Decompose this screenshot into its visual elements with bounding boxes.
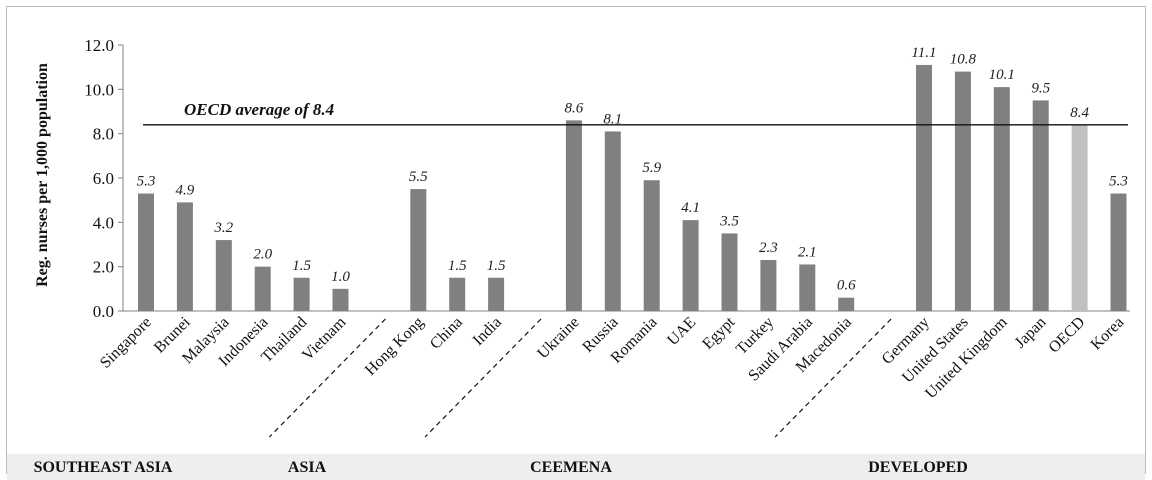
bar-value-label: 5.3: [1109, 174, 1128, 190]
bar: [215, 240, 232, 311]
bar-value-label: 0.6: [837, 278, 856, 294]
group-separator-line: [424, 318, 542, 438]
y-tick-label: 8.0: [93, 125, 114, 144]
bar-value-label: 1.5: [448, 258, 467, 274]
y-tick-label: 4.0: [93, 213, 114, 232]
bar-value-label: 2.3: [759, 240, 778, 256]
bar-value-label: 8.4: [1070, 105, 1089, 121]
bar-value-label: 4.9: [176, 182, 195, 198]
region-label-developed: DEVELOPED: [868, 459, 968, 476]
bar: [604, 131, 621, 311]
bar-value-label: 3.2: [213, 220, 233, 236]
category-label: Vietnam: [299, 313, 350, 364]
bar: [721, 233, 738, 311]
group-separator-line: [774, 318, 892, 438]
bar: [954, 71, 971, 311]
bar: [799, 264, 816, 311]
bar-value-label: 4.1: [681, 200, 700, 216]
category-label: India: [470, 314, 505, 349]
region-label-ceemena: CEEMENA: [530, 459, 612, 476]
bar-value-label: 8.6: [565, 100, 584, 116]
bar: [760, 260, 777, 311]
bar: [254, 266, 271, 311]
y-tick-label: 10.0: [84, 80, 114, 99]
y-tick-label: 2.0: [93, 258, 114, 277]
bar: [176, 202, 193, 311]
region-label-southeast-asia: SOUTHEAST ASIA: [33, 459, 173, 476]
bar-value-label: 2.0: [253, 247, 272, 263]
bar-value-label: 3.5: [719, 213, 739, 229]
bar-value-label: 1.5: [292, 258, 311, 274]
bar-value-label: 11.1: [911, 45, 936, 61]
category-label: Hong Kong: [362, 314, 427, 379]
bar: [293, 277, 310, 311]
y-tick-label: 0.0: [93, 302, 114, 321]
bar: [838, 297, 855, 311]
region-band: [7, 454, 1145, 480]
bar-value-label: 9.5: [1031, 80, 1050, 96]
bar: [565, 120, 582, 311]
bar-value-label: 5.3: [137, 174, 156, 190]
category-label: Japan: [1012, 314, 1050, 352]
bar-value-label: 8.1: [603, 111, 622, 127]
bar: [449, 277, 466, 311]
bar: [916, 64, 932, 311]
bar: [643, 180, 660, 311]
bar-value-label: 10.1: [989, 67, 1015, 83]
category-label: Singapore: [97, 314, 155, 372]
bar-value-label: 10.8: [950, 52, 977, 68]
bar: [1110, 193, 1127, 311]
category-label: OECD: [1046, 314, 1089, 357]
category-label: China: [427, 314, 466, 353]
bar-value-label: 5.5: [409, 169, 428, 185]
bar: [488, 277, 505, 311]
oecd-average-label: OECD average of 8.4: [184, 100, 334, 119]
group-separator-line: [268, 318, 386, 438]
bar-value-label: 1.5: [487, 258, 506, 274]
bar-value-label: 5.9: [642, 160, 661, 176]
category-label: Korea: [1088, 314, 1128, 354]
bar: [332, 288, 349, 311]
category-label: UAE: [664, 314, 699, 349]
category-label: Ukraine: [534, 314, 582, 362]
bar: [138, 193, 154, 311]
y-axis-title: Reg. nurses per 1,000 population: [34, 63, 51, 287]
y-tick-label: 12.0: [84, 36, 114, 55]
bar: [993, 87, 1010, 311]
bar: [1032, 100, 1049, 312]
bar: [682, 220, 699, 311]
bar: [410, 189, 427, 311]
bar-value-label: 2.1: [798, 244, 817, 260]
bar-value-label: 1.0: [331, 269, 350, 285]
y-tick-label: 6.0: [93, 169, 114, 188]
region-label-asia: ASIA: [287, 459, 327, 476]
bar: [1071, 124, 1088, 311]
